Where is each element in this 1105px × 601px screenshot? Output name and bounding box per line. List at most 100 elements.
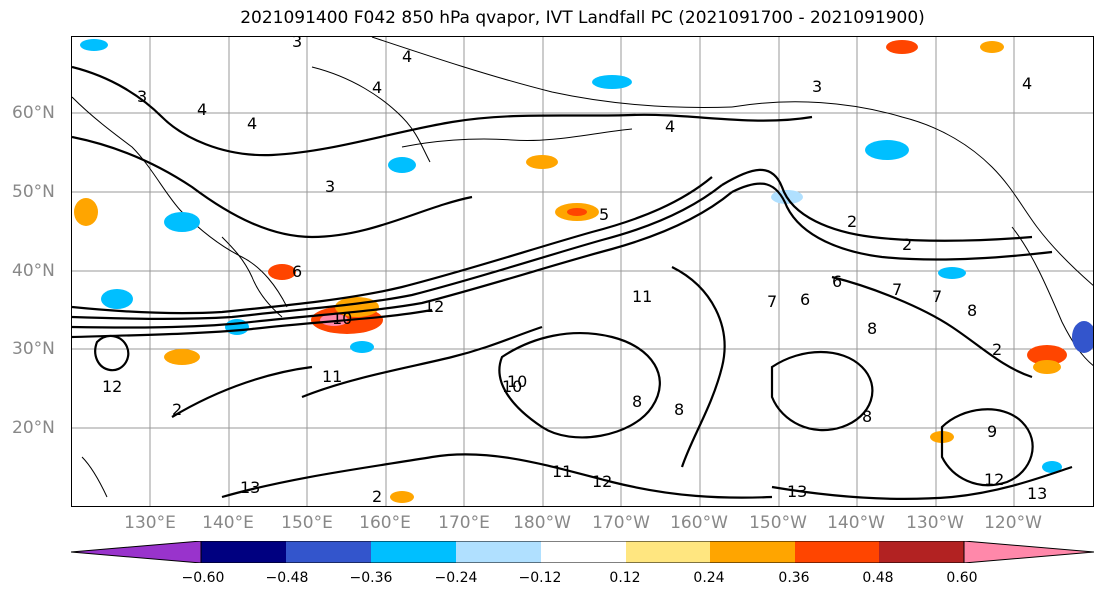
contour-label: 3 xyxy=(812,77,822,96)
shade-pos-7 xyxy=(74,198,98,226)
lon-label-150e: 150°E xyxy=(281,513,333,533)
contour-label: 9 xyxy=(987,422,997,441)
contour-mid-2 xyxy=(171,365,313,418)
contour-label: 3 xyxy=(325,177,335,196)
contour-jet-4 xyxy=(72,308,433,339)
contour-label: 8 xyxy=(967,301,977,320)
lon-label-150w: 150°W xyxy=(749,513,807,533)
shade-neg-strong-1 xyxy=(1072,321,1093,353)
map-title: 2021091400 F042 850 hPa qvapor, IVT Land… xyxy=(240,8,925,28)
contour-label: 13 xyxy=(1027,484,1047,503)
contour-jet-1 xyxy=(72,176,713,315)
contour-label: 2 xyxy=(902,235,912,254)
contour-label: 6 xyxy=(292,262,302,281)
contour-label: 3 xyxy=(292,37,302,51)
contour-loop-3 xyxy=(940,408,1034,487)
contour-label: 10 xyxy=(502,377,522,396)
contour-label: 8 xyxy=(862,407,872,426)
coastline-philippines xyxy=(81,456,108,498)
ivt-contours xyxy=(72,65,1073,501)
contour-label: 7 xyxy=(767,292,777,311)
contour-label: 7 xyxy=(932,287,942,306)
contour-loop-2 xyxy=(770,351,874,432)
contour-label: 6 xyxy=(800,290,810,309)
contour-label: 7 xyxy=(892,280,902,299)
lat-label-60n: 60°N xyxy=(12,103,55,123)
contour-label: 8 xyxy=(674,400,684,419)
contour-label: 8 xyxy=(632,392,642,411)
shade-neg-1 xyxy=(80,39,108,51)
shade-pos-3 xyxy=(526,155,558,169)
lon-label-130w: 130°W xyxy=(906,513,964,533)
colorbar-segment xyxy=(795,541,879,563)
colorbar-tick-label: −0.12 xyxy=(518,570,562,586)
lat-label-50n: 50°N xyxy=(12,182,55,202)
shade-pos-strong-5 xyxy=(886,40,918,54)
colorbar xyxy=(71,541,1094,563)
contour-north-1 xyxy=(72,65,813,157)
lat-label-30n: 30°N xyxy=(12,339,55,359)
colorbar-segment xyxy=(541,541,626,563)
contour-label: 11 xyxy=(632,287,652,306)
contour-mid-3 xyxy=(671,266,726,468)
lon-label-160e: 160°E xyxy=(359,513,411,533)
contour-label: 5 xyxy=(599,205,609,224)
coastline-alaska xyxy=(731,101,1093,286)
shade-pos-strong-4 xyxy=(1027,345,1067,365)
contour-ne-1 xyxy=(721,168,1033,242)
shade-neg-5 xyxy=(101,289,133,309)
colorbar-segments xyxy=(71,541,1094,563)
contour-label: 2 xyxy=(172,400,182,419)
colorbar-tick-label: 0.60 xyxy=(946,570,978,586)
colorbar-tick-label: −0.24 xyxy=(434,570,478,586)
shade-neg-8 xyxy=(865,140,909,160)
contour-label: 13 xyxy=(240,478,260,497)
colorbar-segment xyxy=(626,541,710,563)
coastlines xyxy=(72,37,1093,498)
contour-south-1 xyxy=(771,465,1073,501)
coastline-kamchatka xyxy=(311,66,431,163)
contour-mid-4 xyxy=(831,275,1033,379)
shade-pos-max-1 xyxy=(320,314,348,326)
contour-label: 11 xyxy=(552,462,572,481)
colorbar-tick-label: 0.48 xyxy=(862,570,894,586)
shade-neg-7 xyxy=(350,341,374,353)
shade-pos-strong-3 xyxy=(567,208,587,216)
shade-neg-4 xyxy=(164,212,200,232)
contour-label: 12 xyxy=(102,377,122,396)
shade-pos-9 xyxy=(390,491,414,503)
shade-pos-6 xyxy=(164,349,200,365)
lon-label-130e: 130°E xyxy=(124,513,176,533)
lon-label-170w: 170°W xyxy=(592,513,650,533)
colorbar-tick-label: 0.12 xyxy=(609,570,641,586)
contour-label: 6 xyxy=(832,272,842,291)
contour-label: 2 xyxy=(847,212,857,231)
contour-typhoon xyxy=(94,334,130,372)
contour-loop-1 xyxy=(498,331,661,439)
contour-label: 3 xyxy=(137,87,147,106)
contour-label: 4 xyxy=(665,117,675,136)
shade-pos-5 xyxy=(980,41,1004,53)
contour-label: 4 xyxy=(247,114,257,133)
contour-label: 12 xyxy=(984,470,1004,489)
colorbar-tick-label: −0.48 xyxy=(265,570,309,586)
contour-jet-3 xyxy=(72,191,733,329)
contour-label: 8 xyxy=(867,319,877,338)
contour-label: 2 xyxy=(992,340,1002,359)
contour-label: 4 xyxy=(1022,74,1032,93)
contour-label: 10 xyxy=(332,309,352,328)
lon-label-180w: 180°W xyxy=(513,513,571,533)
lon-label-170e: 170°E xyxy=(438,513,490,533)
contour-label: 10 xyxy=(507,372,527,391)
contour-label: 4 xyxy=(402,47,412,66)
shade-neg-6 xyxy=(225,319,249,335)
contour-label: 2 xyxy=(372,487,382,506)
colorbar-tick-label: −0.36 xyxy=(349,570,393,586)
colorbar-segment xyxy=(201,541,286,563)
coastline-asia xyxy=(72,96,288,308)
contour-label: 4 xyxy=(372,78,382,97)
coastline-chukotka xyxy=(371,37,733,108)
colorbar-segment xyxy=(286,541,371,563)
lat-label-40n: 40°N xyxy=(12,261,55,281)
colorbar-segment xyxy=(710,541,795,563)
